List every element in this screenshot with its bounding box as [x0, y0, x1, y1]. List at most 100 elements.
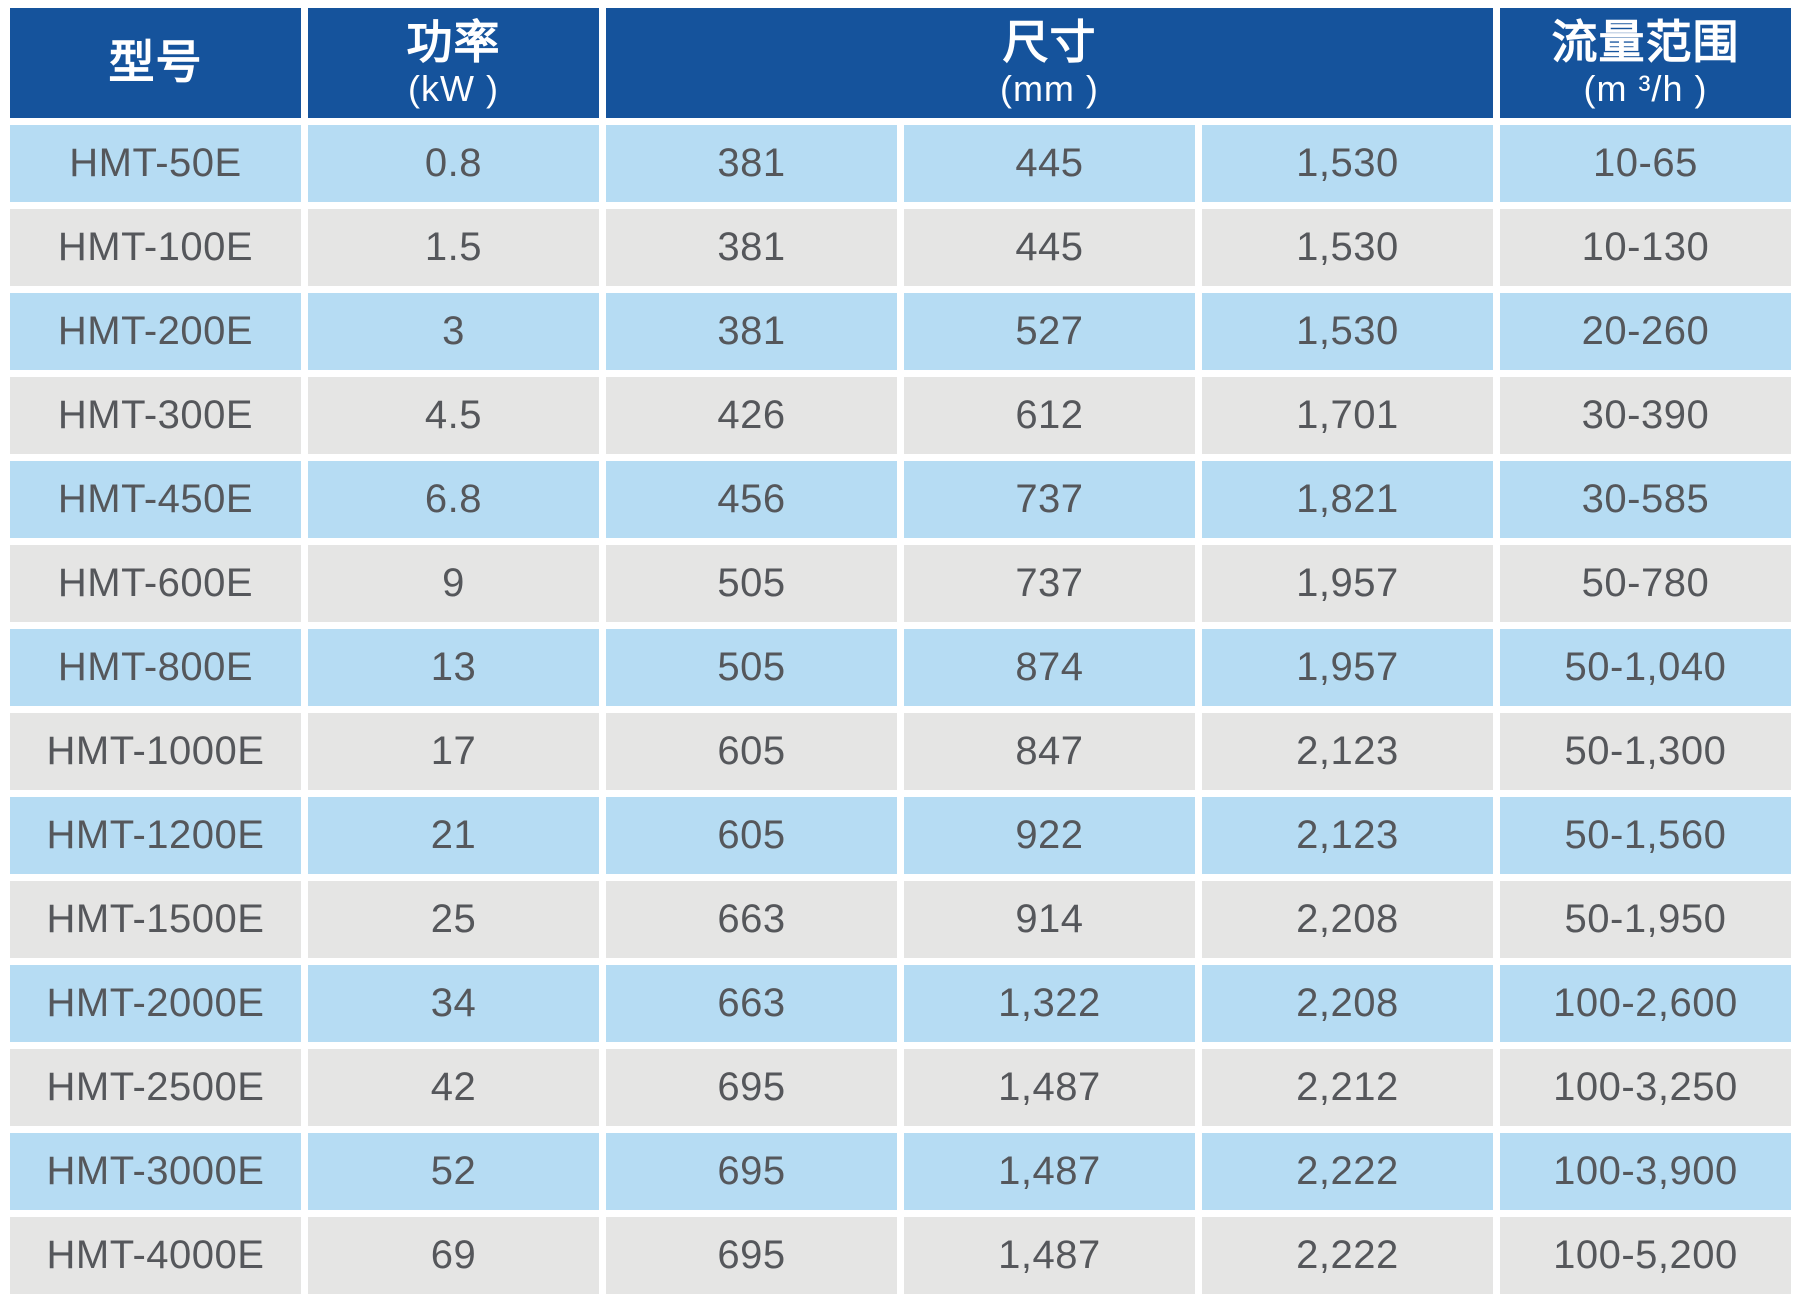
dim-width-cell: 381 [605, 125, 897, 202]
model-cell: HMT-50E [10, 125, 301, 202]
dim-width-cell: 381 [605, 293, 897, 370]
table-row: HMT-450E 6.8 456 737 1,821 30-585 [10, 461, 1791, 538]
dim-width-cell: 605 [605, 713, 897, 790]
model-cell: HMT-1000E [10, 713, 301, 790]
flow-range-cell: 50-1,040 [1499, 629, 1791, 706]
table-row: HMT-2000E 34 663 1,322 2,208 100-2,600 [10, 965, 1791, 1042]
header-size-label: 尺寸 [1002, 16, 1097, 69]
flow-range-cell: 50-1,950 [1499, 881, 1791, 958]
flow-range-cell: 30-390 [1499, 377, 1791, 454]
dim-width-cell: 505 [605, 545, 897, 622]
dim-width-cell: 663 [605, 965, 897, 1042]
table-row: HMT-3000E 52 695 1,487 2,222 100-3,900 [10, 1133, 1791, 1210]
flow-range-cell: 10-65 [1499, 125, 1791, 202]
dim-depth-cell: 847 [903, 713, 1195, 790]
flow-range-cell: 30-585 [1499, 461, 1791, 538]
dim-depth-cell: 737 [903, 461, 1195, 538]
dim-height-cell: 2,212 [1201, 1049, 1493, 1126]
header-power-unit: (kW ) [407, 67, 499, 109]
model-cell: HMT-600E [10, 545, 301, 622]
power-cell: 1.5 [307, 209, 599, 286]
dim-depth-cell: 445 [903, 125, 1195, 202]
model-cell: HMT-800E [10, 629, 301, 706]
power-cell: 21 [307, 797, 599, 874]
power-cell: 3 [307, 293, 599, 370]
model-cell: HMT-1500E [10, 881, 301, 958]
model-cell: HMT-2500E [10, 1049, 301, 1126]
power-cell: 6.8 [307, 461, 599, 538]
flow-range-cell: 100-5,200 [1499, 1217, 1791, 1294]
header-size-unit: (mm ) [999, 67, 1099, 109]
header-row: 型号 功率 (kW ) 尺寸 (mm ) 流量范围 (m ³/h ) [10, 8, 1791, 118]
dim-height-cell: 2,222 [1201, 1217, 1493, 1294]
dim-width-cell: 505 [605, 629, 897, 706]
flow-range-cell: 10-130 [1499, 209, 1791, 286]
dim-depth-cell: 1,487 [903, 1217, 1195, 1294]
dim-height-cell: 1,701 [1201, 377, 1493, 454]
dim-width-cell: 663 [605, 881, 897, 958]
power-cell: 9 [307, 545, 599, 622]
dim-height-cell: 1,530 [1201, 209, 1493, 286]
model-cell: HMT-300E [10, 377, 301, 454]
dim-height-cell: 2,123 [1201, 713, 1493, 790]
table-row: HMT-50E 0.8 381 445 1,530 10-65 [10, 125, 1791, 202]
dim-height-cell: 2,222 [1201, 1133, 1493, 1210]
header-flow: 流量范围 (m ³/h ) [1499, 8, 1791, 118]
dim-height-cell: 2,123 [1201, 797, 1493, 874]
model-cell: HMT-3000E [10, 1133, 301, 1210]
power-cell: 0.8 [307, 125, 599, 202]
flow-range-cell: 100-2,600 [1499, 965, 1791, 1042]
table-row: HMT-1000E 17 605 847 2,123 50-1,300 [10, 713, 1791, 790]
header-model: 型号 [10, 8, 301, 118]
dim-height-cell: 2,208 [1201, 881, 1493, 958]
table-row: HMT-600E 9 505 737 1,957 50-780 [10, 545, 1791, 622]
dim-depth-cell: 445 [903, 209, 1195, 286]
flow-range-cell: 100-3,250 [1499, 1049, 1791, 1126]
table-row: HMT-4000E 69 695 1,487 2,222 100-5,200 [10, 1217, 1791, 1294]
table-row: HMT-200E 3 381 527 1,530 20-260 [10, 293, 1791, 370]
power-cell: 25 [307, 881, 599, 958]
power-cell: 52 [307, 1133, 599, 1210]
power-cell: 42 [307, 1049, 599, 1126]
product-spec-table: 型号 功率 (kW ) 尺寸 (mm ) 流量范围 (m ³/h ) HMT-5… [3, 1, 1798, 1301]
dim-height-cell: 1,821 [1201, 461, 1493, 538]
dim-depth-cell: 527 [903, 293, 1195, 370]
dim-depth-cell: 1,487 [903, 1133, 1195, 1210]
model-cell: HMT-1200E [10, 797, 301, 874]
dim-width-cell: 605 [605, 797, 897, 874]
table-row: HMT-1200E 21 605 922 2,123 50-1,560 [10, 797, 1791, 874]
dim-height-cell: 1,957 [1201, 545, 1493, 622]
header-model-label: 型号 [108, 36, 203, 89]
dim-depth-cell: 737 [903, 545, 1195, 622]
power-cell: 34 [307, 965, 599, 1042]
power-cell: 4.5 [307, 377, 599, 454]
dim-height-cell: 1,957 [1201, 629, 1493, 706]
table-body: HMT-50E 0.8 381 445 1,530 10-65 HMT-100E… [10, 125, 1791, 1294]
power-cell: 13 [307, 629, 599, 706]
dim-depth-cell: 874 [903, 629, 1195, 706]
dim-depth-cell: 1,322 [903, 965, 1195, 1042]
flow-range-cell: 50-1,300 [1499, 713, 1791, 790]
header-flow-label: 流量范围 [1551, 16, 1740, 69]
table-row: HMT-100E 1.5 381 445 1,530 10-130 [10, 209, 1791, 286]
table-row: HMT-300E 4.5 426 612 1,701 30-390 [10, 377, 1791, 454]
power-cell: 69 [307, 1217, 599, 1294]
dim-width-cell: 695 [605, 1133, 897, 1210]
model-cell: HMT-2000E [10, 965, 301, 1042]
dim-depth-cell: 914 [903, 881, 1195, 958]
model-cell: HMT-4000E [10, 1217, 301, 1294]
table-row: HMT-1500E 25 663 914 2,208 50-1,950 [10, 881, 1791, 958]
header-flow-unit: (m ³/h ) [1583, 67, 1708, 109]
dim-width-cell: 695 [605, 1049, 897, 1126]
model-cell: HMT-450E [10, 461, 301, 538]
dim-depth-cell: 1,487 [903, 1049, 1195, 1126]
dim-height-cell: 2,208 [1201, 965, 1493, 1042]
flow-range-cell: 20-260 [1499, 293, 1791, 370]
dim-depth-cell: 922 [903, 797, 1195, 874]
dim-width-cell: 381 [605, 209, 897, 286]
table-row: HMT-800E 13 505 874 1,957 50-1,040 [10, 629, 1791, 706]
dim-height-cell: 1,530 [1201, 293, 1493, 370]
dim-width-cell: 456 [605, 461, 897, 538]
flow-range-cell: 100-3,900 [1499, 1133, 1791, 1210]
model-cell: HMT-200E [10, 293, 301, 370]
